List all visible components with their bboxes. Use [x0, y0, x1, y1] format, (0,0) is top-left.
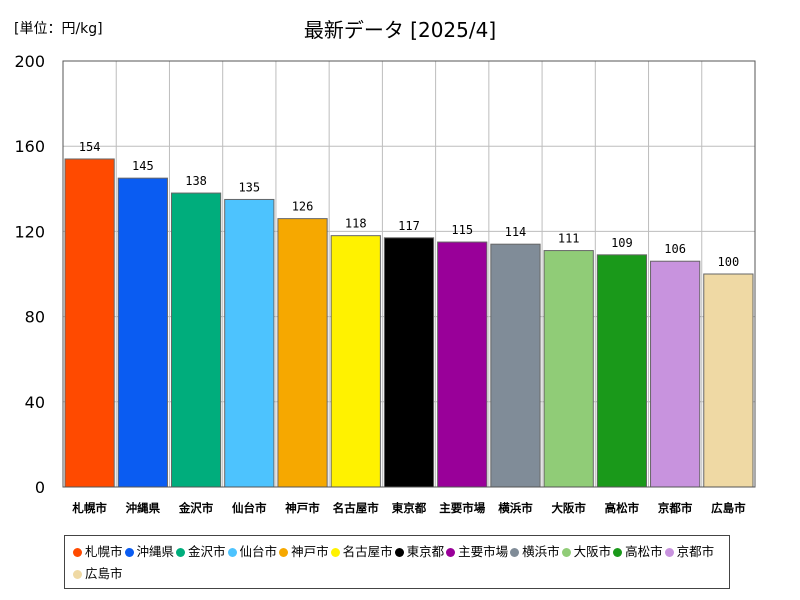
data-label: 100	[718, 255, 740, 269]
x-tick-label: 神戸市	[285, 501, 320, 515]
legend-item: 高松市	[613, 541, 663, 563]
bar	[703, 273, 754, 488]
legend-item: 仙台市	[227, 541, 278, 563]
legend-label: 主要市場	[458, 544, 509, 559]
bar	[117, 177, 168, 488]
plot-frame	[62, 60, 756, 488]
y-tick-label: 120	[14, 222, 45, 241]
bar	[277, 218, 328, 488]
bar	[224, 198, 275, 488]
legend-label: 金沢市	[188, 544, 226, 559]
bar	[383, 237, 435, 488]
legend-marker	[510, 548, 520, 557]
x-tick-label: 京都市	[658, 501, 693, 515]
legend-item: 金沢市	[176, 541, 226, 563]
y-tick-label: 0	[35, 478, 45, 497]
legend-label: 京都市	[676, 544, 715, 559]
legend-item: 名古屋市	[330, 541, 393, 563]
legend-marker	[664, 548, 674, 557]
legend-marker	[446, 548, 456, 557]
x-tick-label: 札幌市	[71, 501, 107, 515]
legend-marker	[227, 548, 237, 557]
bar-chart: 0 40 80 120 160 200 154 札幌市 145 沖縄県 138 金沢市 135 仙台市 12…	[14, 52, 756, 515]
data-label: 118	[345, 217, 367, 231]
x-tick-label: 沖縄県	[126, 501, 161, 515]
x-tick-label: 横浜市	[498, 501, 533, 515]
x-tick-label: 東京都	[392, 501, 427, 515]
legend-label: 広島市	[85, 566, 123, 581]
bar	[596, 254, 648, 488]
legend-item: 神戸市	[279, 541, 329, 563]
bar	[543, 250, 594, 488]
legend-item: 札幌市	[73, 541, 123, 563]
bar	[64, 158, 115, 488]
x-tick-label: 金沢市	[178, 501, 214, 515]
legend-marker	[73, 570, 82, 579]
y-tick-label: 80	[25, 308, 45, 327]
legend: 札幌市 沖縄県 金沢市 仙台市 神戸市 名古屋市 東京都 主要市場 横浜市 大阪市 高松市 京都市広島…	[64, 535, 730, 589]
legend-marker	[394, 548, 404, 557]
legend-label: 名古屋市	[342, 544, 393, 559]
legend-item: 横浜市	[510, 541, 560, 563]
legend-label: 大阪市	[573, 544, 612, 559]
legend-item: 沖縄県	[124, 541, 175, 563]
legend-label: 沖縄県	[136, 544, 175, 559]
legend-label: 横浜市	[522, 544, 560, 559]
legend-marker	[279, 548, 289, 557]
unit-label: [単位：円/kg]	[14, 21, 103, 37]
legend-marker	[124, 548, 134, 557]
legend-item: 大阪市	[561, 541, 612, 563]
legend-marker	[176, 548, 186, 557]
x-tick-label: 広島市	[711, 501, 746, 515]
data-label: 114	[505, 225, 527, 239]
legend-label: 札幌市	[85, 544, 123, 559]
data-label: 115	[451, 223, 473, 237]
bar	[330, 235, 381, 488]
x-tick-label: 主要市場	[439, 501, 485, 515]
y-tick-label: 40	[25, 393, 45, 412]
legend-item: 主要市場	[446, 541, 508, 563]
y-tick-label: 200	[14, 52, 45, 71]
bar	[170, 192, 222, 488]
legend-item: 広島市	[73, 563, 123, 585]
bar	[437, 241, 488, 488]
bar	[650, 260, 701, 488]
legend-label: 神戸市	[291, 544, 329, 559]
data-label: 154	[79, 140, 101, 154]
legend-label: 高松市	[625, 544, 663, 559]
x-tick-label: 高松市	[605, 501, 640, 515]
legend-item: 東京都	[394, 541, 445, 563]
data-label: 111	[558, 232, 580, 246]
data-label: 138	[185, 174, 207, 188]
legend-marker	[613, 548, 623, 557]
legend-label: 仙台市	[239, 544, 278, 559]
legend-label: 東京都	[406, 544, 445, 559]
x-tick-label: 仙台市	[232, 501, 267, 515]
y-tick-label: 160	[14, 137, 45, 156]
data-label: 145	[132, 159, 154, 173]
data-label: 117	[398, 219, 420, 233]
x-tick-label: 名古屋市	[333, 501, 379, 515]
legend-marker	[73, 548, 82, 557]
legend-item: 京都市	[664, 541, 715, 563]
data-label: 135	[238, 180, 260, 194]
legend-marker	[330, 548, 340, 557]
x-tick-label: 大阪市	[551, 501, 586, 515]
legend-marker	[561, 548, 571, 557]
bar	[490, 243, 541, 488]
data-label: 106	[664, 242, 686, 256]
chart-title: 最新データ [2025/4]	[303, 18, 497, 42]
data-label: 109	[611, 236, 633, 250]
data-label: 126	[292, 200, 314, 214]
